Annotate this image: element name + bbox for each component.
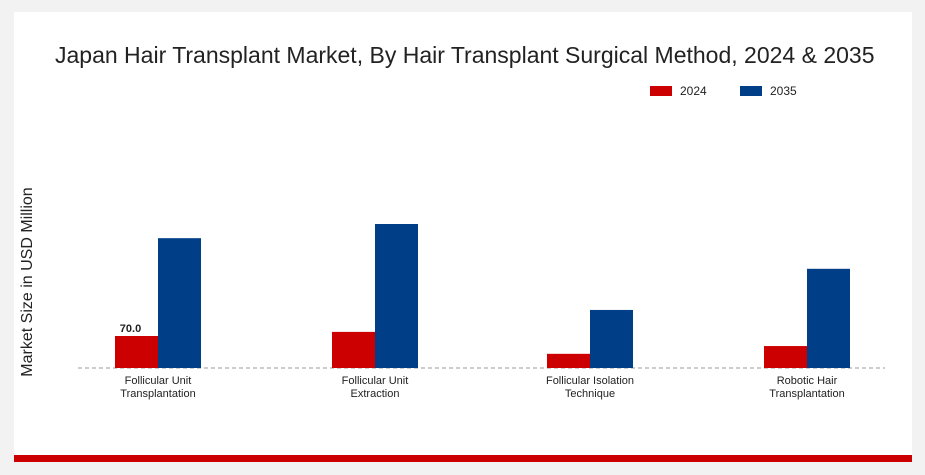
panel bbox=[14, 12, 912, 455]
legend-swatch bbox=[740, 86, 762, 96]
legend-label: 2035 bbox=[770, 84, 797, 98]
bar bbox=[807, 268, 850, 368]
x-tick-label: Follicular Isolation Technique bbox=[545, 375, 635, 400]
y-axis-label: Market Size in USD Million bbox=[19, 187, 36, 376]
x-tick-label: Follicular Unit Transplantation bbox=[120, 375, 196, 400]
bar bbox=[590, 309, 633, 368]
bar bbox=[158, 238, 201, 368]
x-tick-label: Follicular Unit Extraction bbox=[341, 375, 409, 400]
bar bbox=[115, 336, 158, 368]
legend-swatch bbox=[650, 86, 672, 96]
data-label: 70.0 bbox=[120, 323, 141, 335]
bar bbox=[332, 331, 375, 368]
footer-bar bbox=[14, 455, 912, 462]
legend-label: 2024 bbox=[680, 84, 707, 98]
chart-title: Japan Hair Transplant Market, By Hair Tr… bbox=[55, 42, 875, 68]
x-tick-label: Robotic Hair Transplantation bbox=[769, 375, 845, 400]
bar bbox=[547, 353, 590, 368]
bar bbox=[375, 224, 418, 368]
bar bbox=[764, 346, 807, 368]
